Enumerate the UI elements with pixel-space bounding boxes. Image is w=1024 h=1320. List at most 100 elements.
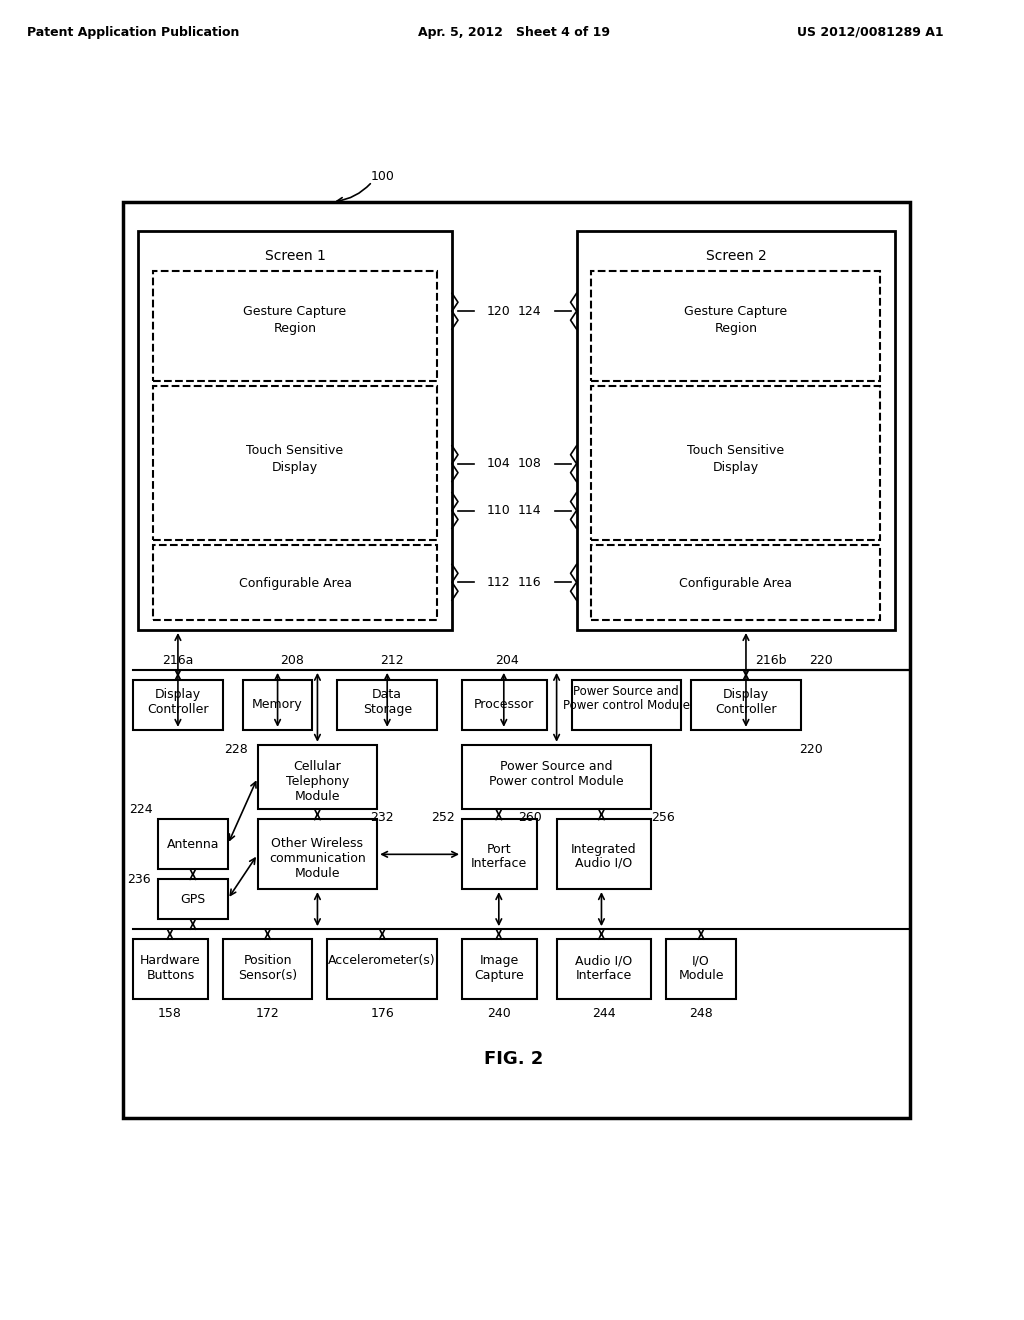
Bar — [462, 680, 547, 730]
Text: Configurable Area: Configurable Area — [680, 577, 793, 590]
Text: Processor: Processor — [474, 698, 535, 711]
Text: Power Source and: Power Source and — [501, 760, 613, 774]
Text: 204: 204 — [495, 653, 519, 667]
Bar — [258, 820, 377, 890]
Bar — [592, 272, 881, 381]
Text: Screen 2: Screen 2 — [706, 249, 766, 264]
Bar — [667, 939, 736, 999]
Text: Touch Sensitive: Touch Sensitive — [687, 445, 784, 457]
Bar — [158, 820, 227, 870]
Text: Power Source and: Power Source and — [573, 685, 679, 698]
Text: Gesture Capture: Gesture Capture — [684, 305, 787, 318]
Text: Accelerometer(s): Accelerometer(s) — [329, 954, 436, 968]
Text: Power control Module: Power control Module — [489, 775, 624, 788]
Bar — [258, 744, 377, 809]
Bar — [133, 939, 208, 999]
Text: Touch Sensitive: Touch Sensitive — [247, 445, 344, 457]
Text: Other Wireless: Other Wireless — [271, 837, 364, 850]
Text: Patent Application Publication: Patent Application Publication — [27, 25, 240, 38]
Text: Display: Display — [155, 688, 201, 701]
Text: 220: 220 — [799, 743, 822, 756]
Text: Memory: Memory — [252, 698, 303, 711]
Bar — [337, 680, 437, 730]
Bar — [138, 231, 452, 630]
Text: 228: 228 — [224, 743, 248, 756]
Text: Power control Module: Power control Module — [563, 700, 690, 713]
Text: Interface: Interface — [471, 857, 527, 870]
Text: Display: Display — [713, 461, 759, 474]
Text: Storage: Storage — [362, 704, 412, 717]
Text: Port: Port — [487, 843, 512, 855]
Bar — [557, 820, 651, 890]
Text: Telephony: Telephony — [286, 775, 349, 788]
Text: 216a: 216a — [162, 653, 194, 667]
Bar — [243, 680, 312, 730]
Text: 256: 256 — [651, 810, 675, 824]
Text: 208: 208 — [281, 653, 304, 667]
Bar — [691, 680, 801, 730]
Text: Controller: Controller — [715, 704, 777, 717]
Text: FIG. 2: FIG. 2 — [484, 1049, 544, 1068]
Text: 240: 240 — [487, 1007, 511, 1020]
Text: 108: 108 — [518, 457, 542, 470]
Text: Audio I/O: Audio I/O — [575, 857, 633, 870]
Text: communication: communication — [269, 851, 366, 865]
Text: Sensor(s): Sensor(s) — [238, 969, 297, 982]
Text: 124: 124 — [518, 305, 542, 318]
Bar — [153, 272, 437, 381]
Text: Capture: Capture — [474, 969, 524, 982]
Text: Gesture Capture: Gesture Capture — [244, 305, 346, 318]
Text: 244: 244 — [592, 1007, 615, 1020]
Text: 104: 104 — [486, 457, 511, 470]
Bar — [153, 545, 437, 620]
Text: Configurable Area: Configurable Area — [239, 577, 351, 590]
Text: Cellular: Cellular — [294, 760, 341, 774]
Bar — [158, 879, 227, 919]
Text: 216b: 216b — [755, 653, 786, 667]
Text: 120: 120 — [486, 305, 511, 318]
Bar — [223, 939, 312, 999]
Text: Position: Position — [244, 954, 292, 968]
Bar — [328, 939, 437, 999]
Text: 248: 248 — [689, 1007, 713, 1020]
Text: Module: Module — [295, 791, 340, 803]
Text: Antenna: Antenna — [167, 838, 219, 851]
Bar — [592, 545, 881, 620]
Text: 236: 236 — [127, 873, 151, 886]
Text: 110: 110 — [486, 504, 511, 517]
Text: US 2012/0081289 A1: US 2012/0081289 A1 — [798, 25, 944, 38]
Text: 252: 252 — [431, 810, 455, 824]
Text: 224: 224 — [129, 803, 153, 816]
Text: 260: 260 — [518, 810, 542, 824]
Bar — [462, 744, 651, 809]
Bar — [123, 202, 910, 1118]
Bar — [557, 939, 651, 999]
Text: Region: Region — [715, 322, 758, 335]
Text: Audio I/O: Audio I/O — [575, 954, 633, 968]
Text: 158: 158 — [158, 1007, 182, 1020]
Text: 116: 116 — [518, 576, 542, 589]
Bar — [153, 385, 437, 540]
Text: 220: 220 — [809, 653, 833, 667]
Text: Controller: Controller — [147, 704, 209, 717]
Text: 100: 100 — [371, 170, 394, 183]
Text: Display: Display — [723, 688, 769, 701]
Text: 112: 112 — [486, 576, 511, 589]
Text: Module: Module — [295, 867, 340, 879]
Text: 232: 232 — [371, 810, 394, 824]
Bar — [571, 680, 681, 730]
Text: Integrated: Integrated — [571, 843, 637, 855]
Text: Apr. 5, 2012   Sheet 4 of 19: Apr. 5, 2012 Sheet 4 of 19 — [418, 25, 609, 38]
Text: Data: Data — [372, 688, 402, 701]
Bar — [133, 680, 223, 730]
Bar — [592, 385, 881, 540]
Text: Buttons: Buttons — [146, 969, 195, 982]
Text: Module: Module — [678, 969, 724, 982]
Text: Screen 1: Screen 1 — [264, 249, 326, 264]
Text: Image: Image — [479, 954, 519, 968]
Text: 172: 172 — [256, 1007, 280, 1020]
Bar — [462, 820, 537, 890]
Bar — [577, 231, 895, 630]
Text: 176: 176 — [371, 1007, 394, 1020]
Text: Interface: Interface — [575, 969, 632, 982]
